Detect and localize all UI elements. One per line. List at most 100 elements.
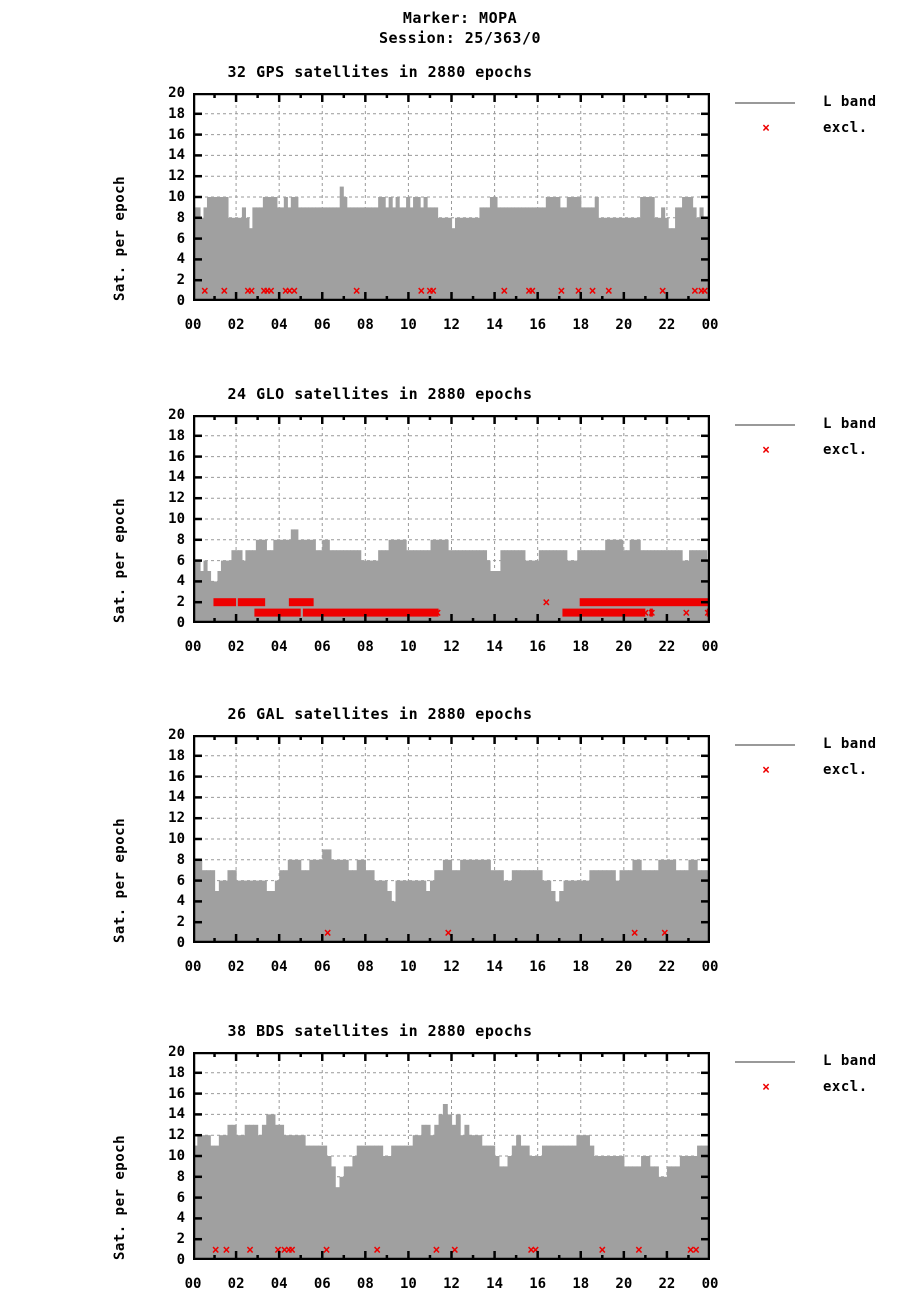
y-tick-label: 6 [176,872,185,889]
bar [203,207,208,301]
bar [481,859,487,943]
bar [636,1166,642,1260]
bar [481,1145,487,1260]
exclusion-marker: × [281,1243,289,1258]
bar [386,1156,392,1260]
exclusion-marker: × [575,284,583,299]
bar [374,560,379,623]
bar [601,217,606,301]
bar [559,891,565,943]
legend-row-band: L band [735,415,915,435]
bar [703,550,708,623]
bar [357,207,362,301]
bar [378,550,383,623]
bar [688,859,694,943]
bar [671,859,677,943]
y-axis-label-glo: Sat. per epoch [112,497,128,623]
x-tick-label: 22 [658,959,676,975]
exclusion-marker: × [240,596,248,611]
bar [227,1124,233,1260]
bar [434,870,440,943]
bar [626,550,631,623]
bar [477,1135,483,1260]
exclusion-band [288,598,314,607]
bar [305,1145,310,1260]
bar [601,550,606,623]
bar [395,1145,401,1260]
bar [619,1156,625,1260]
exclusion-band [579,598,710,607]
bar [593,870,599,943]
bar [542,550,547,623]
bar [675,1166,681,1260]
bar [678,550,683,623]
bar [494,870,500,943]
line-swatch-icon [735,424,795,426]
y-tick-label: 6 [176,1189,185,1206]
bar [498,870,504,943]
bar [591,550,596,623]
bar [273,539,278,623]
bar [675,870,681,943]
bar [313,1145,319,1260]
bar [451,870,457,943]
x-tick-label: 16 [529,317,547,333]
bar [425,891,431,943]
exclusion-marker: × [290,284,298,299]
bar [395,197,400,301]
bar [287,1135,293,1260]
bar [369,1145,375,1260]
y-tick-label: 16 [168,768,185,785]
bar [231,1124,237,1260]
bar [554,1145,560,1260]
y-tick-label: 4 [176,251,185,268]
x-tick-label: 22 [658,317,676,333]
bar [199,571,205,623]
bar [524,1145,530,1260]
bar-series [193,529,710,623]
bar [576,880,582,943]
bar [661,550,666,623]
bar [494,1156,500,1260]
bar [529,1156,534,1260]
bar [427,207,432,301]
y-tick-label: 14 [168,1106,185,1123]
exclusion-marker: × [682,606,690,621]
bar [274,1124,280,1260]
bar [249,880,254,943]
bar [315,550,320,623]
legend-label-band: L band [823,736,877,752]
bar [451,1124,457,1260]
bar [218,1135,224,1260]
bar [576,1135,582,1260]
bar [585,880,590,943]
bar [304,539,309,623]
bar [399,207,404,301]
x-tick-label: 00 [184,317,202,333]
exclusion-marker: × [635,1243,643,1258]
bar [447,859,453,943]
bar [325,207,330,301]
bar [577,197,582,301]
x-tick-label: 20 [615,959,633,975]
bar [511,870,517,943]
bar [318,207,323,301]
bar [360,207,365,301]
bar [685,197,690,301]
bar [510,207,515,301]
bar [615,539,620,623]
bar [217,571,222,623]
bar [257,880,263,943]
bar [626,217,631,301]
bar [402,207,407,301]
x-tick-label: 14 [486,317,504,333]
bar [421,880,427,943]
chart-panel-bds: 38 BDS satellites in 2880 epochs Sat. per… [0,1022,920,1297]
bar [434,207,439,301]
legend-label-excl: excl. [823,442,868,458]
bar [234,217,240,301]
cross-marker-icon: × [762,121,770,136]
exclusion-marker: × [598,1243,606,1258]
bar [550,891,556,943]
exclusion-marker: × [691,284,699,299]
